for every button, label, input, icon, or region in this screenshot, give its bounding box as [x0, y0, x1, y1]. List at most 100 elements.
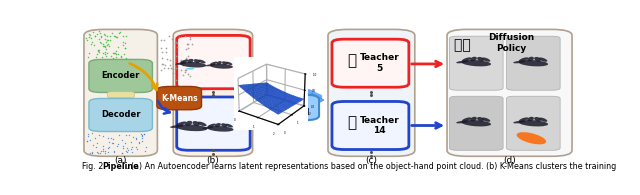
FancyBboxPatch shape — [449, 96, 503, 150]
FancyBboxPatch shape — [89, 98, 152, 131]
Text: (c): (c) — [365, 156, 377, 165]
Ellipse shape — [519, 57, 528, 61]
Point — [120, 47, 130, 50]
Point — [88, 144, 99, 147]
Point — [107, 141, 117, 144]
Ellipse shape — [516, 132, 546, 144]
Point — [182, 55, 193, 58]
Point — [113, 143, 123, 146]
Point — [163, 66, 173, 70]
Point — [100, 45, 110, 48]
Point — [93, 49, 103, 52]
Point — [131, 147, 141, 151]
Point — [117, 151, 127, 154]
Point — [83, 139, 93, 142]
Ellipse shape — [527, 117, 534, 121]
FancyBboxPatch shape — [332, 101, 409, 150]
Point — [172, 41, 182, 44]
Point — [111, 53, 122, 56]
Point — [181, 47, 191, 51]
Text: Diffusion
Policy: Diffusion Policy — [488, 33, 534, 53]
Ellipse shape — [477, 57, 484, 61]
Text: Fig. 2:: Fig. 2: — [83, 162, 109, 171]
Point — [168, 67, 178, 70]
Point — [108, 137, 118, 140]
Point — [120, 47, 130, 50]
FancyArrowPatch shape — [268, 91, 320, 103]
Point — [83, 55, 93, 58]
Point — [181, 58, 191, 61]
Ellipse shape — [207, 124, 216, 127]
Point — [160, 63, 170, 66]
Point — [179, 71, 189, 74]
Point — [98, 52, 108, 55]
Point — [100, 45, 110, 48]
FancyBboxPatch shape — [332, 39, 409, 87]
Point — [120, 42, 131, 45]
Point — [161, 47, 171, 50]
Point — [103, 146, 113, 149]
Point — [181, 68, 191, 71]
Point — [139, 132, 149, 135]
Ellipse shape — [222, 61, 227, 65]
Text: (d): (d) — [503, 156, 516, 165]
Ellipse shape — [226, 62, 232, 65]
Point — [183, 43, 193, 46]
Point — [141, 145, 152, 148]
Point — [118, 43, 129, 47]
Text: Pipeline: Pipeline — [102, 162, 139, 171]
Point — [172, 40, 182, 43]
Text: 🧑‍💼: 🧑‍💼 — [454, 38, 470, 52]
Point — [86, 152, 97, 155]
Point — [97, 147, 108, 150]
Point — [81, 37, 91, 40]
Point — [90, 136, 100, 139]
Ellipse shape — [518, 60, 548, 66]
Point — [179, 74, 189, 77]
Point — [100, 33, 110, 36]
Point — [109, 35, 120, 38]
Point — [99, 44, 109, 47]
Point — [92, 32, 102, 35]
Point — [84, 151, 95, 154]
Point — [115, 56, 125, 59]
Ellipse shape — [215, 123, 221, 127]
Text: (a): (a) — [115, 156, 127, 165]
Point — [116, 55, 126, 58]
Point — [128, 135, 138, 138]
Point — [95, 41, 106, 44]
Point — [82, 39, 92, 42]
FancyBboxPatch shape — [108, 92, 134, 98]
Text: . (a) An Autoencoder learns latent representations based on the object-hand poin: . (a) An Autoencoder learns latent repre… — [126, 162, 616, 171]
Point — [162, 58, 172, 61]
Point — [136, 134, 147, 137]
Point — [100, 40, 111, 43]
Point — [159, 39, 169, 42]
Ellipse shape — [170, 125, 184, 128]
Ellipse shape — [202, 126, 214, 129]
Ellipse shape — [194, 59, 200, 63]
Point — [171, 79, 181, 82]
Point — [104, 146, 115, 149]
Point — [87, 132, 97, 135]
Point — [102, 51, 113, 54]
Ellipse shape — [470, 57, 477, 61]
Point — [123, 148, 133, 151]
Point — [86, 42, 97, 45]
Point — [93, 152, 103, 155]
Point — [170, 54, 180, 58]
Point — [164, 35, 174, 38]
Point — [118, 146, 128, 150]
Point — [105, 35, 115, 38]
Point — [159, 66, 169, 69]
Point — [131, 136, 141, 140]
Point — [178, 61, 188, 64]
Point — [109, 52, 119, 55]
Point — [170, 50, 180, 53]
Ellipse shape — [518, 120, 548, 126]
Text: (b): (b) — [207, 156, 220, 165]
Text: ...: ... — [237, 58, 248, 68]
Ellipse shape — [456, 121, 468, 123]
Point — [120, 134, 131, 137]
Point — [84, 35, 94, 38]
